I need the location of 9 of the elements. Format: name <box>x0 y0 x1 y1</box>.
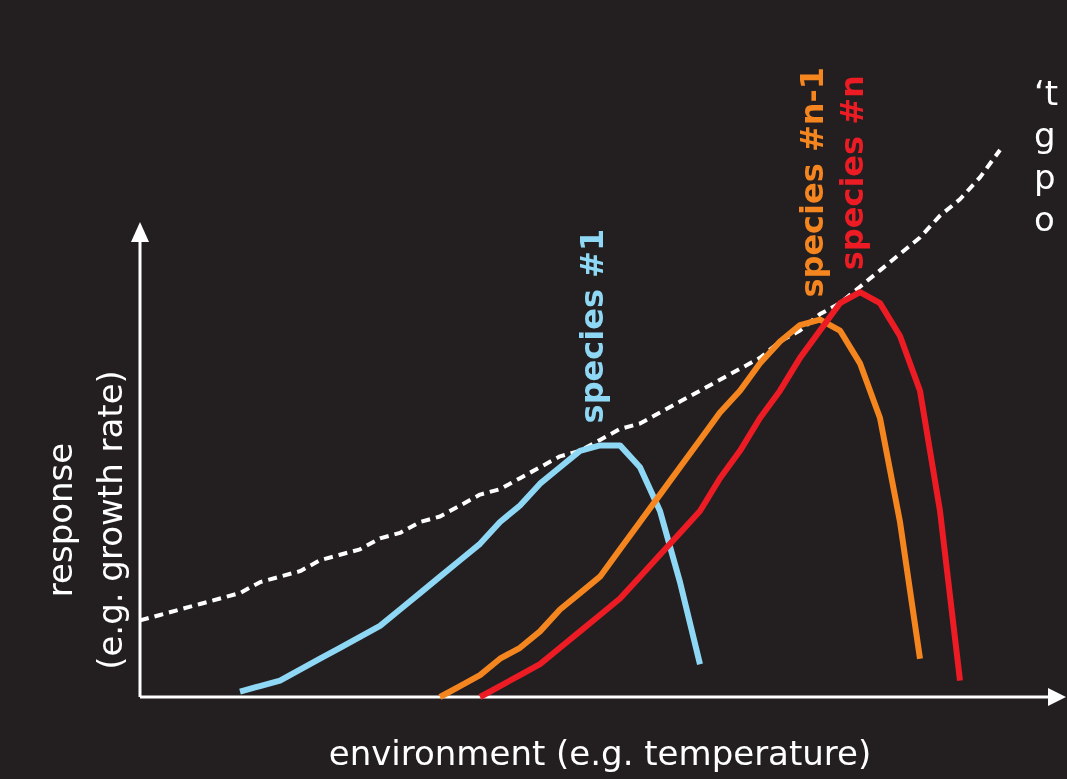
x-axis-title: environment (e.g. temperature) <box>328 733 872 773</box>
text: species #n <box>833 75 871 271</box>
y-axis-title: response (e.g. growth rate) <box>40 370 130 670</box>
annotation: p <box>1034 157 1056 197</box>
annotation: o <box>1034 199 1055 239</box>
text: ‘t <box>1034 73 1059 113</box>
text: species #n-1 <box>793 66 831 298</box>
text: species #1 <box>573 228 611 424</box>
annotation: g <box>1034 115 1056 155</box>
